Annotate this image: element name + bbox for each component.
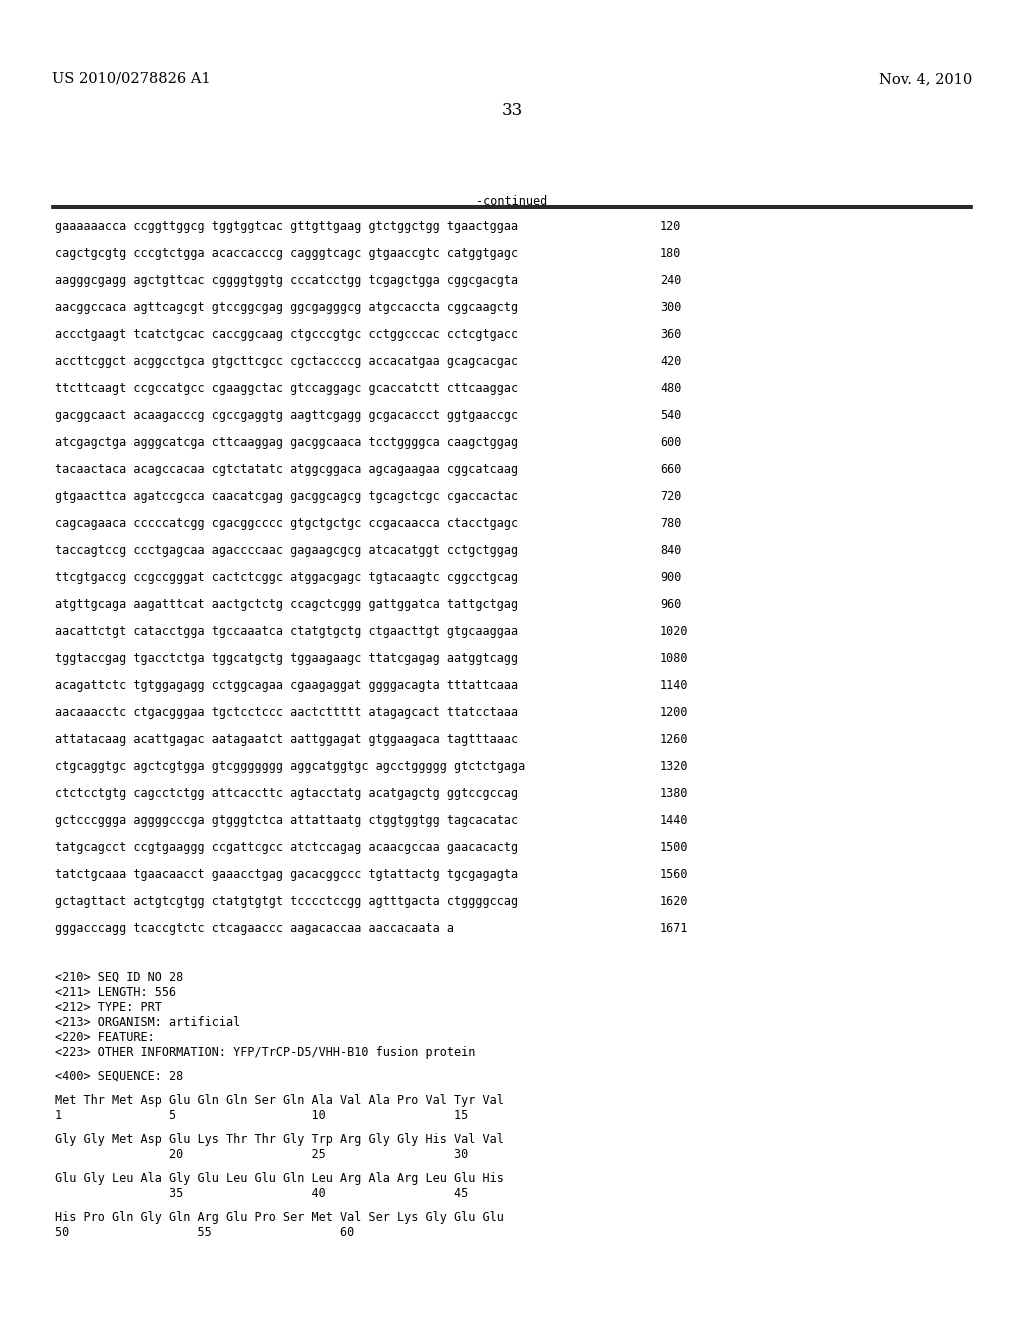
Text: 1440: 1440 (660, 814, 688, 828)
Text: atgttgcaga aagatttcat aactgctctg ccagctcggg gattggatca tattgctgag: atgttgcaga aagatttcat aactgctctg ccagctc… (55, 598, 518, 611)
Text: <213> ORGANISM: artificial: <213> ORGANISM: artificial (55, 1016, 241, 1030)
Text: aagggcgagg agctgttcac cggggtggtg cccatcctgg tcgagctgga cggcgacgta: aagggcgagg agctgttcac cggggtggtg cccatcc… (55, 275, 518, 286)
Text: cagctgcgtg cccgtctgga acaccacccg cagggtcagc gtgaaccgtc catggtgagc: cagctgcgtg cccgtctgga acaccacccg cagggtc… (55, 247, 518, 260)
Text: 780: 780 (660, 517, 681, 531)
Text: Nov. 4, 2010: Nov. 4, 2010 (879, 73, 972, 86)
Text: 360: 360 (660, 327, 681, 341)
Text: 660: 660 (660, 463, 681, 477)
Text: 600: 600 (660, 436, 681, 449)
Text: gggacccagg tcaccgtctc ctcagaaccc aagacaccaa aaccacaata a: gggacccagg tcaccgtctc ctcagaaccc aagacac… (55, 921, 454, 935)
Text: 1200: 1200 (660, 706, 688, 719)
Text: US 2010/0278826 A1: US 2010/0278826 A1 (52, 73, 211, 86)
Text: Glu Gly Leu Ala Gly Glu Leu Glu Gln Leu Arg Ala Arg Leu Glu His: Glu Gly Leu Ala Gly Glu Leu Glu Gln Leu … (55, 1172, 504, 1185)
Text: 240: 240 (660, 275, 681, 286)
Text: gtgaacttca agatccgcca caacatcgag gacggcagcg tgcagctcgc cgaccactac: gtgaacttca agatccgcca caacatcgag gacggca… (55, 490, 518, 503)
Text: 1620: 1620 (660, 895, 688, 908)
Text: gacggcaact acaagacccg cgccgaggtg aagttcgagg gcgacaccct ggtgaaccgc: gacggcaact acaagacccg cgccgaggtg aagttcg… (55, 409, 518, 422)
Text: accttcggct acggcctgca gtgcttcgcc cgctaccccg accacatgaa gcagcacgac: accttcggct acggcctgca gtgcttcgcc cgctacc… (55, 355, 518, 368)
Text: atcgagctga agggcatcga cttcaaggag gacggcaaca tcctggggca caagctggag: atcgagctga agggcatcga cttcaaggag gacggca… (55, 436, 518, 449)
Text: aacggccaca agttcagcgt gtccggcgag ggcgagggcg atgccaccta cggcaagctg: aacggccaca agttcagcgt gtccggcgag ggcgagg… (55, 301, 518, 314)
Text: acagattctc tgtggagagg cctggcagaa cgaagaggat ggggacagta tttattcaaa: acagattctc tgtggagagg cctggcagaa cgaagag… (55, 678, 518, 692)
Text: 720: 720 (660, 490, 681, 503)
Text: tatctgcaaa tgaacaacct gaaacctgag gacacggccc tgtattactg tgcgagagta: tatctgcaaa tgaacaacct gaaacctgag gacacgg… (55, 869, 518, 880)
Text: 1020: 1020 (660, 624, 688, 638)
Text: 1500: 1500 (660, 841, 688, 854)
Text: Gly Gly Met Asp Glu Lys Thr Thr Gly Trp Arg Gly Gly His Val Val: Gly Gly Met Asp Glu Lys Thr Thr Gly Trp … (55, 1133, 504, 1146)
Text: 1260: 1260 (660, 733, 688, 746)
Text: gctcccggga aggggcccga gtgggtctca attattaatg ctggtggtgg tagcacatac: gctcccggga aggggcccga gtgggtctca attatta… (55, 814, 518, 828)
Text: <210> SEQ ID NO 28: <210> SEQ ID NO 28 (55, 972, 183, 983)
Text: attatacaag acattgagac aatagaatct aattggagat gtggaagaca tagtttaaac: attatacaag acattgagac aatagaatct aattgga… (55, 733, 518, 746)
Text: taccagtccg ccctgagcaa agaccccaac gagaagcgcg atcacatggt cctgctggag: taccagtccg ccctgagcaa agaccccaac gagaagc… (55, 544, 518, 557)
Text: -continued: -continued (476, 195, 548, 209)
Text: ttcgtgaccg ccgccgggat cactctcggc atggacgagc tgtacaagtc cggcctgcag: ttcgtgaccg ccgccgggat cactctcggc atggacg… (55, 572, 518, 583)
Text: Met Thr Met Asp Glu Gln Gln Ser Gln Ala Val Ala Pro Val Tyr Val: Met Thr Met Asp Glu Gln Gln Ser Gln Ala … (55, 1094, 504, 1107)
Text: aacattctgt catacctgga tgccaaatca ctatgtgctg ctgaacttgt gtgcaaggaa: aacattctgt catacctgga tgccaaatca ctatgtg… (55, 624, 518, 638)
Text: ctctcctgtg cagcctctgg attcaccttc agtacctatg acatgagctg ggtccgccag: ctctcctgtg cagcctctgg attcaccttc agtacct… (55, 787, 518, 800)
Text: 900: 900 (660, 572, 681, 583)
Text: accctgaagt tcatctgcac caccggcaag ctgcccgtgc cctggcccac cctcgtgacc: accctgaagt tcatctgcac caccggcaag ctgcccg… (55, 327, 518, 341)
Text: His Pro Gln Gly Gln Arg Glu Pro Ser Met Val Ser Lys Gly Glu Glu: His Pro Gln Gly Gln Arg Glu Pro Ser Met … (55, 1210, 504, 1224)
Text: cagcagaaca cccccatcgg cgacggcccc gtgctgctgc ccgacaacca ctacctgagc: cagcagaaca cccccatcgg cgacggcccc gtgctgc… (55, 517, 518, 531)
Text: ttcttcaagt ccgccatgcc cgaaggctac gtccaggagc gcaccatctt cttcaaggac: ttcttcaagt ccgccatgcc cgaaggctac gtccagg… (55, 381, 518, 395)
Text: 35                  40                  45: 35 40 45 (55, 1187, 468, 1200)
Text: 840: 840 (660, 544, 681, 557)
Text: <212> TYPE: PRT: <212> TYPE: PRT (55, 1001, 162, 1014)
Text: <223> OTHER INFORMATION: YFP/TrCP-D5/VHH-B10 fusion protein: <223> OTHER INFORMATION: YFP/TrCP-D5/VHH… (55, 1045, 475, 1059)
Text: 20                  25                  30: 20 25 30 (55, 1148, 468, 1162)
Text: 33: 33 (502, 102, 522, 119)
Text: tatgcagcct ccgtgaaggg ccgattcgcc atctccagag acaacgccaa gaacacactg: tatgcagcct ccgtgaaggg ccgattcgcc atctcca… (55, 841, 518, 854)
Text: gaaaaaacca ccggttggcg tggtggtcac gttgttgaag gtctggctgg tgaactggaa: gaaaaaacca ccggttggcg tggtggtcac gttgttg… (55, 220, 518, 234)
Text: ctgcaggtgc agctcgtgga gtcggggggg aggcatggtgc agcctggggg gtctctgaga: ctgcaggtgc agctcgtgga gtcggggggg aggcatg… (55, 760, 525, 774)
Text: 540: 540 (660, 409, 681, 422)
Text: 1380: 1380 (660, 787, 688, 800)
Text: 1               5                   10                  15: 1 5 10 15 (55, 1109, 468, 1122)
Text: tacaactaca acagccacaa cgtctatatc atggcggaca agcagaagaa cggcatcaag: tacaactaca acagccacaa cgtctatatc atggcgg… (55, 463, 518, 477)
Text: <400> SEQUENCE: 28: <400> SEQUENCE: 28 (55, 1071, 183, 1082)
Text: 1560: 1560 (660, 869, 688, 880)
Text: <220> FEATURE:: <220> FEATURE: (55, 1031, 155, 1044)
Text: gctagttact actgtcgtgg ctatgtgtgt tcccctccgg agtttgacta ctggggccag: gctagttact actgtcgtgg ctatgtgtgt tcccctc… (55, 895, 518, 908)
Text: 480: 480 (660, 381, 681, 395)
Text: aacaaacctc ctgacgggaa tgctcctccc aactcttttt atagagcact ttatcctaaa: aacaaacctc ctgacgggaa tgctcctccc aactctt… (55, 706, 518, 719)
Text: tggtaccgag tgacctctga tggcatgctg tggaagaagc ttatcgagag aatggtcagg: tggtaccgag tgacctctga tggcatgctg tggaaga… (55, 652, 518, 665)
Text: 120: 120 (660, 220, 681, 234)
Text: 50                  55                  60: 50 55 60 (55, 1226, 354, 1239)
Text: 420: 420 (660, 355, 681, 368)
Text: 1080: 1080 (660, 652, 688, 665)
Text: 300: 300 (660, 301, 681, 314)
Text: 1320: 1320 (660, 760, 688, 774)
Text: <211> LENGTH: 556: <211> LENGTH: 556 (55, 986, 176, 999)
Text: 960: 960 (660, 598, 681, 611)
Text: 180: 180 (660, 247, 681, 260)
Text: 1671: 1671 (660, 921, 688, 935)
Text: 1140: 1140 (660, 678, 688, 692)
